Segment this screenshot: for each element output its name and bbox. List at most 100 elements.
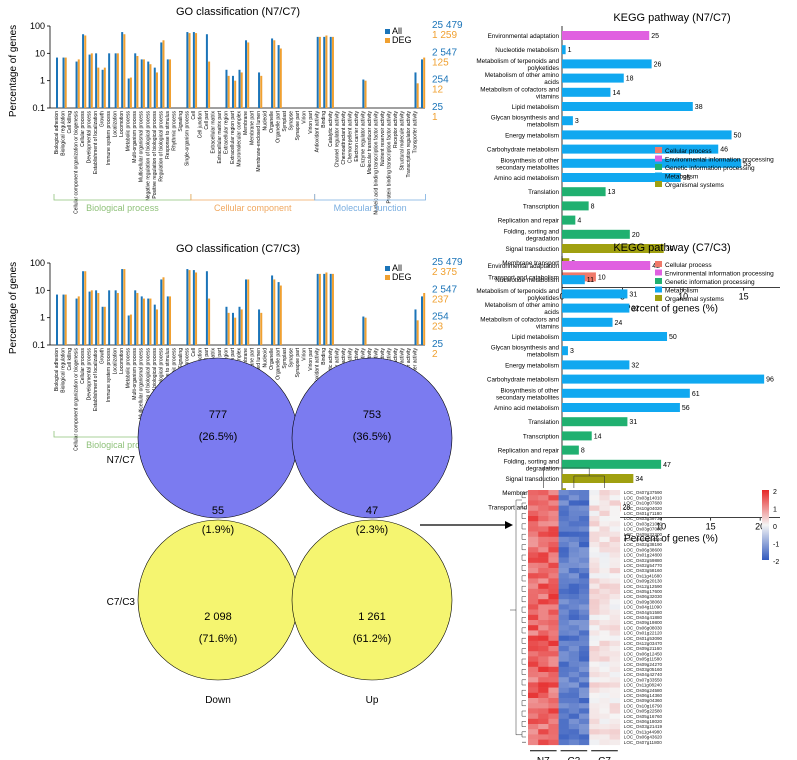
heatmap-cell — [579, 547, 590, 553]
all-bar — [316, 273, 319, 345]
deg-bar — [64, 294, 67, 345]
deg-bar — [423, 292, 426, 345]
all-bar — [75, 298, 78, 345]
heatmap-cell — [538, 609, 549, 616]
kegg-bar — [562, 289, 628, 299]
heatmap-gene-label: LOC_Os05g16760 — [624, 714, 663, 719]
heatmap-cell — [528, 682, 539, 688]
kegg-bar — [562, 87, 611, 97]
deg-bar — [188, 33, 191, 108]
go-term-label: Cellular process — [80, 348, 86, 384]
heatmap-cell — [579, 500, 590, 506]
heatmap-cell — [599, 713, 610, 720]
go-term-label: Virion part — [308, 110, 314, 133]
heatmap-cell — [538, 583, 549, 590]
heatmap-cell — [548, 651, 559, 657]
deg-bar — [116, 53, 119, 108]
heatmap-cell — [558, 640, 570, 647]
go-term-label: Chemorepellent activity — [347, 111, 353, 163]
heatmap-cell — [538, 620, 549, 626]
heatmap-gene-label: LOC_Os12g03470 — [624, 641, 663, 646]
heatmap-cell — [528, 614, 539, 621]
kegg-category-label: Transcription — [523, 433, 560, 440]
all-bar — [323, 273, 326, 345]
heatmap-cell — [548, 531, 559, 538]
all-bar — [108, 290, 111, 345]
heatmap-cell — [579, 588, 590, 595]
heatmap-gene-label: LOC_Os09g32200 — [624, 532, 663, 537]
go-term-label: Biological regulation — [61, 111, 67, 156]
go-y-tick-label: 10 — [35, 285, 45, 295]
go-category-bracket — [190, 194, 316, 201]
kegg-legend-label: Environmental information processing — [665, 157, 774, 164]
heatmap-cell — [548, 614, 559, 621]
kegg-bar-label: 25 — [651, 33, 659, 40]
kegg-category-label: Carbohydrate metabolism — [487, 377, 559, 384]
heatmap-cell — [609, 614, 621, 621]
heatmap-cell — [548, 516, 559, 522]
deg-bar — [318, 273, 321, 345]
go-right-axis-all: 25 — [432, 102, 444, 113]
heatmap-cell — [548, 724, 559, 730]
kegg-bar — [562, 332, 668, 341]
heatmap-cell — [589, 620, 600, 626]
heatmap-cell — [599, 646, 610, 652]
go-term-label: Organelle part — [276, 110, 282, 142]
heatmap-cell — [538, 599, 549, 605]
kegg-bar — [562, 417, 628, 427]
heatmap-column-label: C7 — [598, 756, 611, 760]
go-term-label: Antioxidant activity — [315, 111, 321, 153]
all-bar — [82, 34, 85, 109]
heatmap-cell — [548, 588, 559, 595]
heatmap-cell — [558, 604, 570, 610]
heatmap-cell — [548, 692, 559, 699]
all-bar — [121, 269, 124, 345]
heatmap-cell — [589, 734, 600, 740]
deg-bar — [136, 55, 139, 108]
heatmap-cell — [568, 672, 580, 678]
kegg-category-label: polyketides — [527, 65, 559, 72]
kegg-bar — [562, 102, 693, 111]
kegg-bar-label: 31 — [629, 419, 637, 426]
heatmap-cell — [548, 656, 559, 662]
heatmap-cell — [579, 531, 590, 538]
heatmap-cell — [589, 583, 600, 590]
all-bar — [114, 53, 117, 108]
heatmap-cell — [579, 609, 590, 616]
kegg-category-label: acids — [544, 79, 559, 86]
heatmap-cell — [579, 724, 590, 730]
deg-bar — [227, 312, 230, 345]
heatmap-cell — [558, 552, 570, 558]
heatmap-cell — [538, 536, 549, 543]
deg-bar — [279, 285, 282, 345]
heatmap-cell — [609, 594, 621, 600]
go-term-label: Developmental process — [87, 111, 93, 164]
all-bar — [205, 34, 208, 109]
deg-bar — [273, 279, 276, 345]
heatmap-gene-label: LOC_Os11g44980 — [624, 729, 662, 734]
heatmap-cell — [579, 516, 590, 522]
heatmap-cell — [589, 568, 600, 574]
heatmap-cell — [528, 646, 539, 652]
heatmap-cell — [558, 521, 570, 527]
kegg-category-label: degradation — [526, 465, 560, 472]
go-right-axis-deg: 1 — [432, 112, 438, 123]
go-term-label: Synapse part — [295, 110, 301, 140]
heatmap-cell — [599, 536, 610, 543]
go-term-label: Establishment of localization — [93, 111, 99, 174]
heatmap-cell — [589, 635, 600, 642]
heatmap-column-dendrogram — [543, 467, 605, 488]
deg-bar — [227, 75, 230, 108]
heatmap-cell — [558, 573, 570, 579]
heatmap-gene-label: LOC_Os06g24580 — [624, 688, 663, 693]
heatmap-cell — [609, 542, 621, 548]
deg-bar — [103, 67, 106, 108]
go-term-label: Negative regulation of biological proces… — [145, 111, 151, 201]
heatmap-cell — [538, 630, 549, 636]
heatmap-gene-label: LOC_Os10g04020 — [624, 506, 663, 511]
heatmap-cell — [528, 516, 539, 522]
all-bar — [56, 57, 58, 108]
all-bar — [329, 273, 332, 345]
go-term-label: Localization — [113, 111, 119, 138]
deg-bar — [103, 306, 106, 345]
